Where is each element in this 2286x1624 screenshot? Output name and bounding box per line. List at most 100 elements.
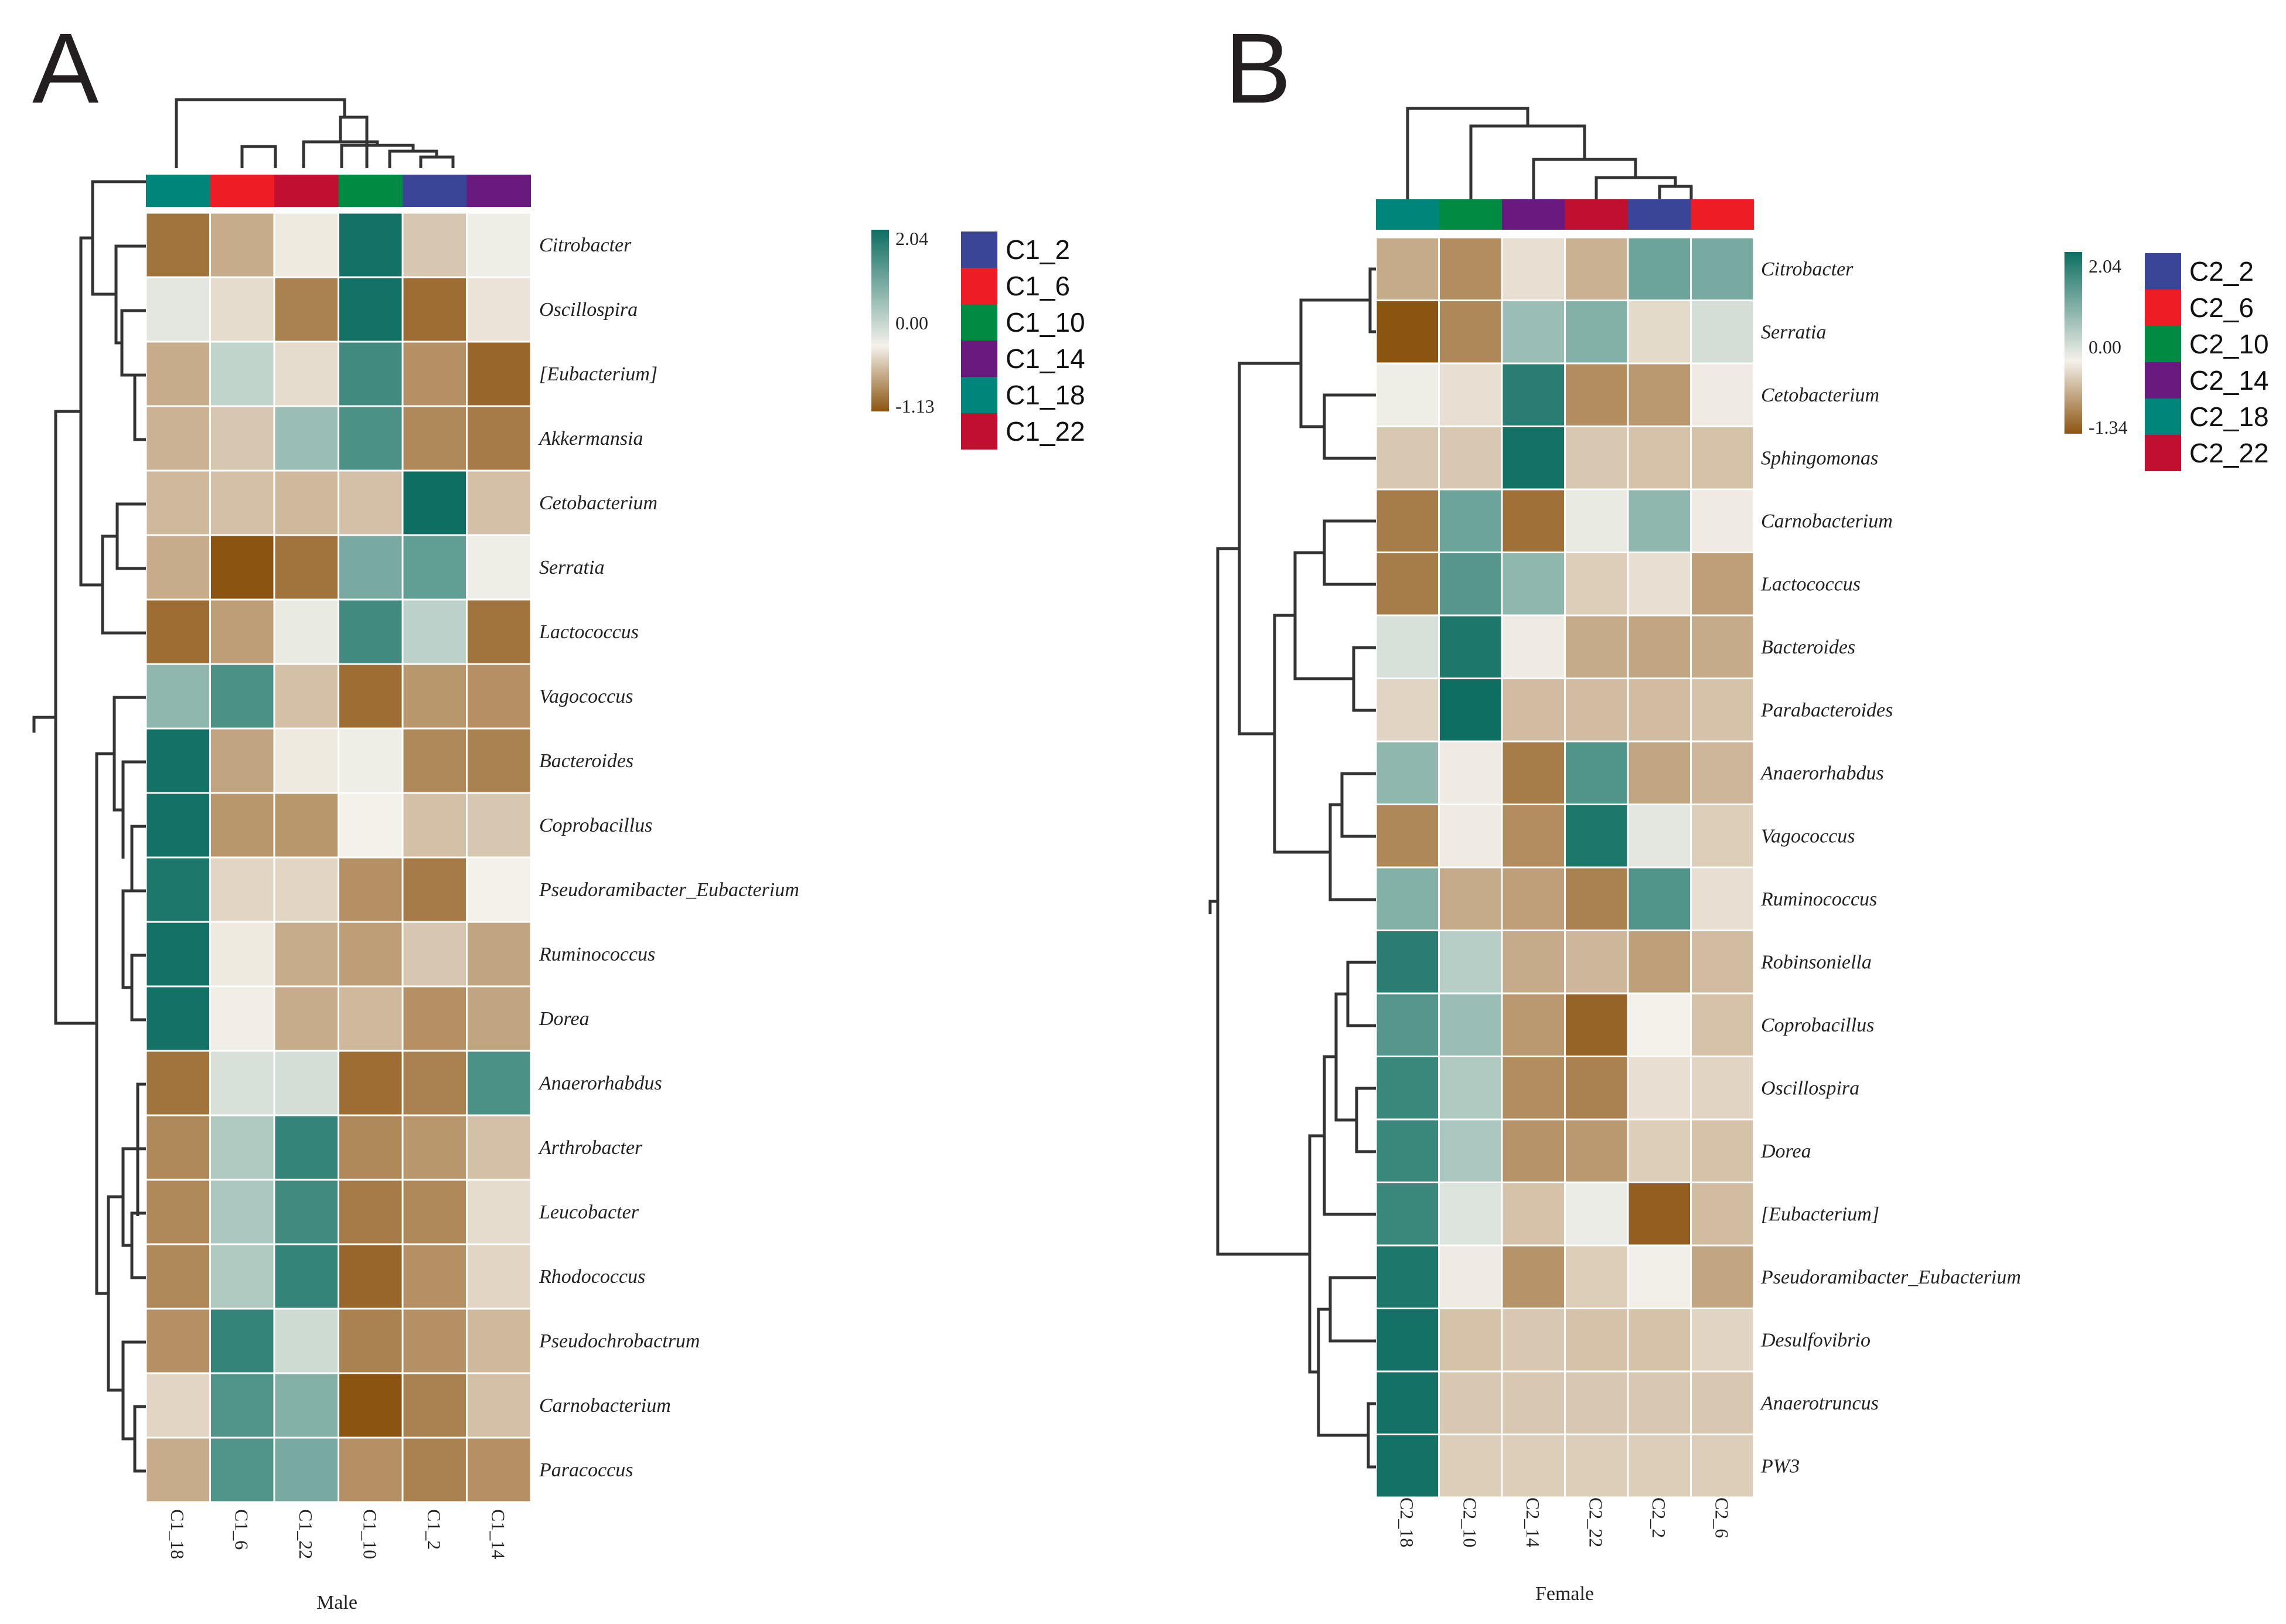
panel-a-cell-r13-c4 bbox=[401, 1050, 468, 1116]
panel-a-cell-r15-c1 bbox=[209, 1179, 275, 1245]
panel-b-color-scale-bar bbox=[2064, 252, 2082, 434]
panel-a-cell-r18-c0 bbox=[145, 1372, 211, 1439]
panel-a-row-label: Arthrobacter bbox=[538, 1137, 643, 1159]
panel-b-legend-swatch bbox=[2145, 435, 2181, 471]
panel-a-cell-r6-c5 bbox=[466, 598, 532, 665]
panel-b-cell-r14-c1 bbox=[1438, 1118, 1503, 1183]
panel-a-cell-r9-c3 bbox=[338, 792, 404, 859]
panel-a-cell-r14-c0 bbox=[145, 1114, 211, 1181]
panel-a-cell-r18-c3 bbox=[338, 1372, 404, 1439]
panel-b-cell-r8-c4 bbox=[1627, 740, 1692, 805]
panel-b-cell-r13-c1 bbox=[1438, 1056, 1503, 1121]
panel-b-row-label: Citrobacter bbox=[1761, 258, 1854, 280]
panel-a-row-label: Rhodococcus bbox=[539, 1266, 645, 1288]
panel-b-cell-r15-c5 bbox=[1690, 1182, 1755, 1247]
panel-a-cell-r6-c3 bbox=[338, 598, 404, 665]
panel-b-cell-r9-c1 bbox=[1438, 804, 1503, 869]
panel-b-row-label: Oscillospira bbox=[1761, 1077, 1859, 1099]
panel-b-cell-r18-c0 bbox=[1375, 1370, 1440, 1435]
panel-b-column-labels: C2_18 C2_10 C2_14 C2_22 C2_2 C2_6 bbox=[1396, 1497, 1733, 1547]
panel-b-row-labels: Citrobacter Serratia Cetobacterium Sphingom… bbox=[1760, 258, 2021, 1477]
panel-a-cell-r6-c2 bbox=[273, 598, 339, 665]
panel-b-cell-r2-c4 bbox=[1627, 362, 1692, 427]
panel-b-row-label: Dorea bbox=[1760, 1140, 1811, 1162]
panel-a-letter: A bbox=[32, 13, 99, 124]
panel-b-legend-swatch bbox=[2145, 253, 2181, 290]
panel-a-cell-r12-c1 bbox=[209, 985, 275, 1052]
panel-a-cell-r0-c3 bbox=[338, 212, 404, 278]
panel-b-row-label: Carnobacterium bbox=[1761, 510, 1893, 532]
panel-a-cell-r11-c1 bbox=[209, 921, 275, 988]
panel-b-cell-r4-c5 bbox=[1690, 488, 1755, 553]
panel-b-cell-r6-c3 bbox=[1564, 614, 1629, 679]
panel-a-legend-label: C1_6 bbox=[1006, 271, 1070, 301]
panel-b-cell-r10-c2 bbox=[1501, 866, 1566, 931]
panel-a-row-label: Citrobacter bbox=[539, 234, 632, 256]
panel-b-cell-r17-c5 bbox=[1690, 1308, 1755, 1373]
panel-a-cell-r14-c3 bbox=[338, 1114, 404, 1181]
panel-a-cell-r18-c1 bbox=[209, 1372, 275, 1439]
panel-a-row-label: Cetobacterium bbox=[539, 492, 657, 514]
panel-a-cell-r13-c2 bbox=[273, 1050, 339, 1116]
panel-a-cell-r2-c0 bbox=[145, 341, 211, 407]
panel-b-cell-r17-c3 bbox=[1564, 1308, 1629, 1373]
panel-b-cell-r11-c1 bbox=[1438, 930, 1503, 995]
panel-a-cell-r7-c5 bbox=[466, 663, 532, 730]
panel-a-cell-r9-c2 bbox=[273, 792, 339, 859]
panel-a-cell-r5-c1 bbox=[209, 534, 275, 601]
panel-a-cell-r1-c2 bbox=[273, 276, 339, 343]
panel-a-group-bar-4 bbox=[403, 175, 467, 207]
panel-a-cell-r16-c4 bbox=[401, 1243, 468, 1310]
panel-b-cell-r15-c1 bbox=[1438, 1182, 1503, 1247]
panel-a-cell-r9-c5 bbox=[466, 792, 532, 859]
panel-a-cell-r9-c0 bbox=[145, 792, 211, 859]
panel-b-cell-r1-c2 bbox=[1501, 299, 1566, 365]
panel-b-cell-r10-c1 bbox=[1438, 866, 1503, 931]
panel-b-cell-r9-c5 bbox=[1690, 804, 1755, 869]
panel-b-cell-r15-c0 bbox=[1375, 1182, 1440, 1247]
panel-a-cell-r10-c3 bbox=[338, 856, 404, 923]
panel-b-cell-r12-c5 bbox=[1690, 992, 1755, 1057]
panel-a-cell-r3-c5 bbox=[466, 405, 532, 472]
panel-b-row-dendrogram bbox=[1208, 267, 1376, 1469]
panel-b-cell-r12-c1 bbox=[1438, 992, 1503, 1057]
panel-b-cell-r14-c3 bbox=[1564, 1118, 1629, 1183]
panel-a-cell-r13-c0 bbox=[145, 1050, 211, 1116]
panel-a-cell-r14-c2 bbox=[273, 1114, 339, 1181]
panel-b-cell-r19-c2 bbox=[1501, 1434, 1566, 1499]
panel-b-row-label: Robinsoniella bbox=[1760, 951, 1872, 973]
panel-b-cell-r13-c2 bbox=[1501, 1056, 1566, 1121]
panel-b-row-label: Cetobacterium bbox=[1761, 384, 1879, 406]
panel-a-cell-r10-c4 bbox=[401, 856, 468, 923]
panel-b-cell-r3-c4 bbox=[1627, 425, 1692, 491]
panel-b-cell-r18-c5 bbox=[1690, 1370, 1755, 1435]
panel-b-cell-r9-c0 bbox=[1375, 804, 1440, 869]
panel-b-row-label: PW3 bbox=[1760, 1455, 1800, 1477]
panel-a-legend-swatch bbox=[961, 341, 997, 377]
panel-a-row-label: Serratia bbox=[539, 557, 604, 578]
panel-a-legend-label: C1_14 bbox=[1006, 343, 1085, 374]
panel-b-legend-swatch bbox=[2145, 362, 2181, 399]
panel-b-cell-r16-c0 bbox=[1375, 1244, 1440, 1309]
panel-a-cell-r12-c5 bbox=[466, 985, 532, 1052]
panel-a-cell-r8-c4 bbox=[401, 727, 468, 794]
panel-a-cell-r1-c0 bbox=[145, 276, 211, 343]
panel-a-cell-r5-c2 bbox=[273, 534, 339, 601]
panel-a-cell-r16-c0 bbox=[145, 1243, 211, 1310]
panel-b-cell-r12-c3 bbox=[1564, 992, 1629, 1057]
panel-b-cell-r11-c3 bbox=[1564, 930, 1629, 995]
panel-b-cell-r1-c1 bbox=[1438, 299, 1503, 365]
panel-b-cell-r9-c3 bbox=[1564, 804, 1629, 869]
panel-a-cell-r16-c2 bbox=[273, 1243, 339, 1310]
panel-a-cell-r1-c4 bbox=[401, 276, 468, 343]
panel-b-legend-label: C2_18 bbox=[2189, 401, 2269, 432]
panel-b-group-bar-1 bbox=[1439, 199, 1502, 230]
panel-b-cell-r8-c0 bbox=[1375, 740, 1440, 805]
panel-b-cell-r17-c2 bbox=[1501, 1308, 1566, 1373]
panel-b-cell-r19-c3 bbox=[1564, 1434, 1629, 1499]
panel-b-row-label: Ruminococcus bbox=[1760, 888, 1877, 910]
panel-b-legend-label: C2_14 bbox=[2189, 365, 2269, 396]
panel-b-cell-r3-c3 bbox=[1564, 425, 1629, 491]
panel-b-cell-r4-c1 bbox=[1438, 488, 1503, 553]
panel-a-legend-swatch bbox=[961, 231, 997, 268]
